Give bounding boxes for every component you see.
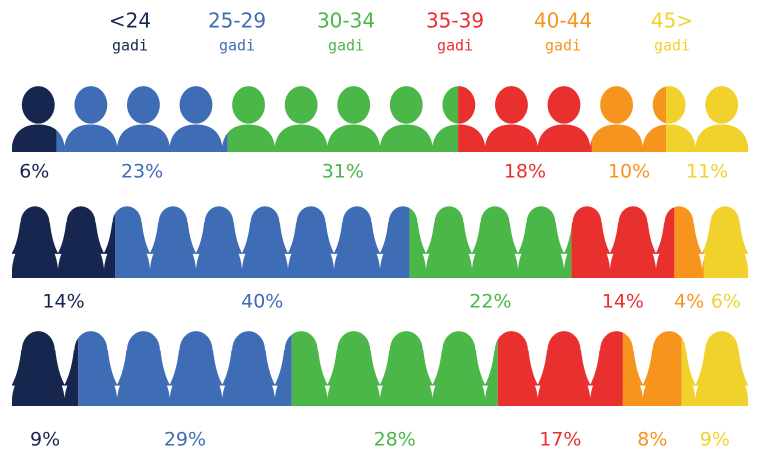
value-label: 6% [711, 291, 741, 313]
legend-unit: gadi [219, 37, 255, 55]
icon-row [12, 206, 748, 278]
segment [56, 86, 228, 152]
value-label: 22% [469, 291, 511, 313]
legend-unit: gadi [112, 37, 148, 55]
value-label: 11% [686, 161, 728, 183]
legend-unit: gadi [437, 37, 473, 55]
segment [571, 206, 675, 278]
segment [115, 206, 410, 278]
value-label: 29% [164, 429, 206, 451]
value-label: 10% [608, 161, 650, 183]
value-label: 28% [374, 429, 416, 451]
legend-label: 40-44 [534, 9, 592, 33]
value-label: 14% [602, 291, 644, 313]
segment [12, 331, 79, 406]
segment [291, 331, 498, 406]
icon-row [12, 86, 748, 152]
segment [681, 331, 748, 406]
value-label: 17% [539, 429, 581, 451]
segment [497, 331, 623, 406]
segment [409, 206, 572, 278]
legend-unit: gadi [654, 37, 690, 55]
segment [666, 86, 748, 152]
segment [12, 206, 116, 278]
segment [12, 86, 57, 152]
value-label: 40% [241, 291, 283, 313]
value-label: 18% [504, 161, 546, 183]
segment [674, 206, 704, 278]
legend-label: 30-34 [317, 9, 375, 33]
legend-label: 35-39 [426, 9, 484, 33]
segment [591, 86, 667, 152]
legend-label: <24 [109, 9, 151, 33]
legend-label: 45> [651, 9, 693, 33]
icon-row [12, 331, 748, 406]
value-label: 9% [700, 429, 730, 451]
value-label: 14% [42, 291, 84, 313]
legend-unit: gadi [328, 37, 364, 55]
value-label: 23% [121, 161, 163, 183]
segment [458, 86, 592, 152]
value-label: 6% [19, 161, 49, 183]
segment [622, 331, 682, 406]
value-label: 9% [30, 429, 60, 451]
value-label: 4% [674, 291, 704, 313]
legend-label: 25-29 [208, 9, 266, 33]
value-label: 8% [637, 429, 667, 451]
segment [703, 206, 748, 278]
segment [227, 86, 459, 152]
segment [78, 331, 292, 406]
legend-unit: gadi [545, 37, 581, 55]
value-label: 31% [322, 161, 364, 183]
